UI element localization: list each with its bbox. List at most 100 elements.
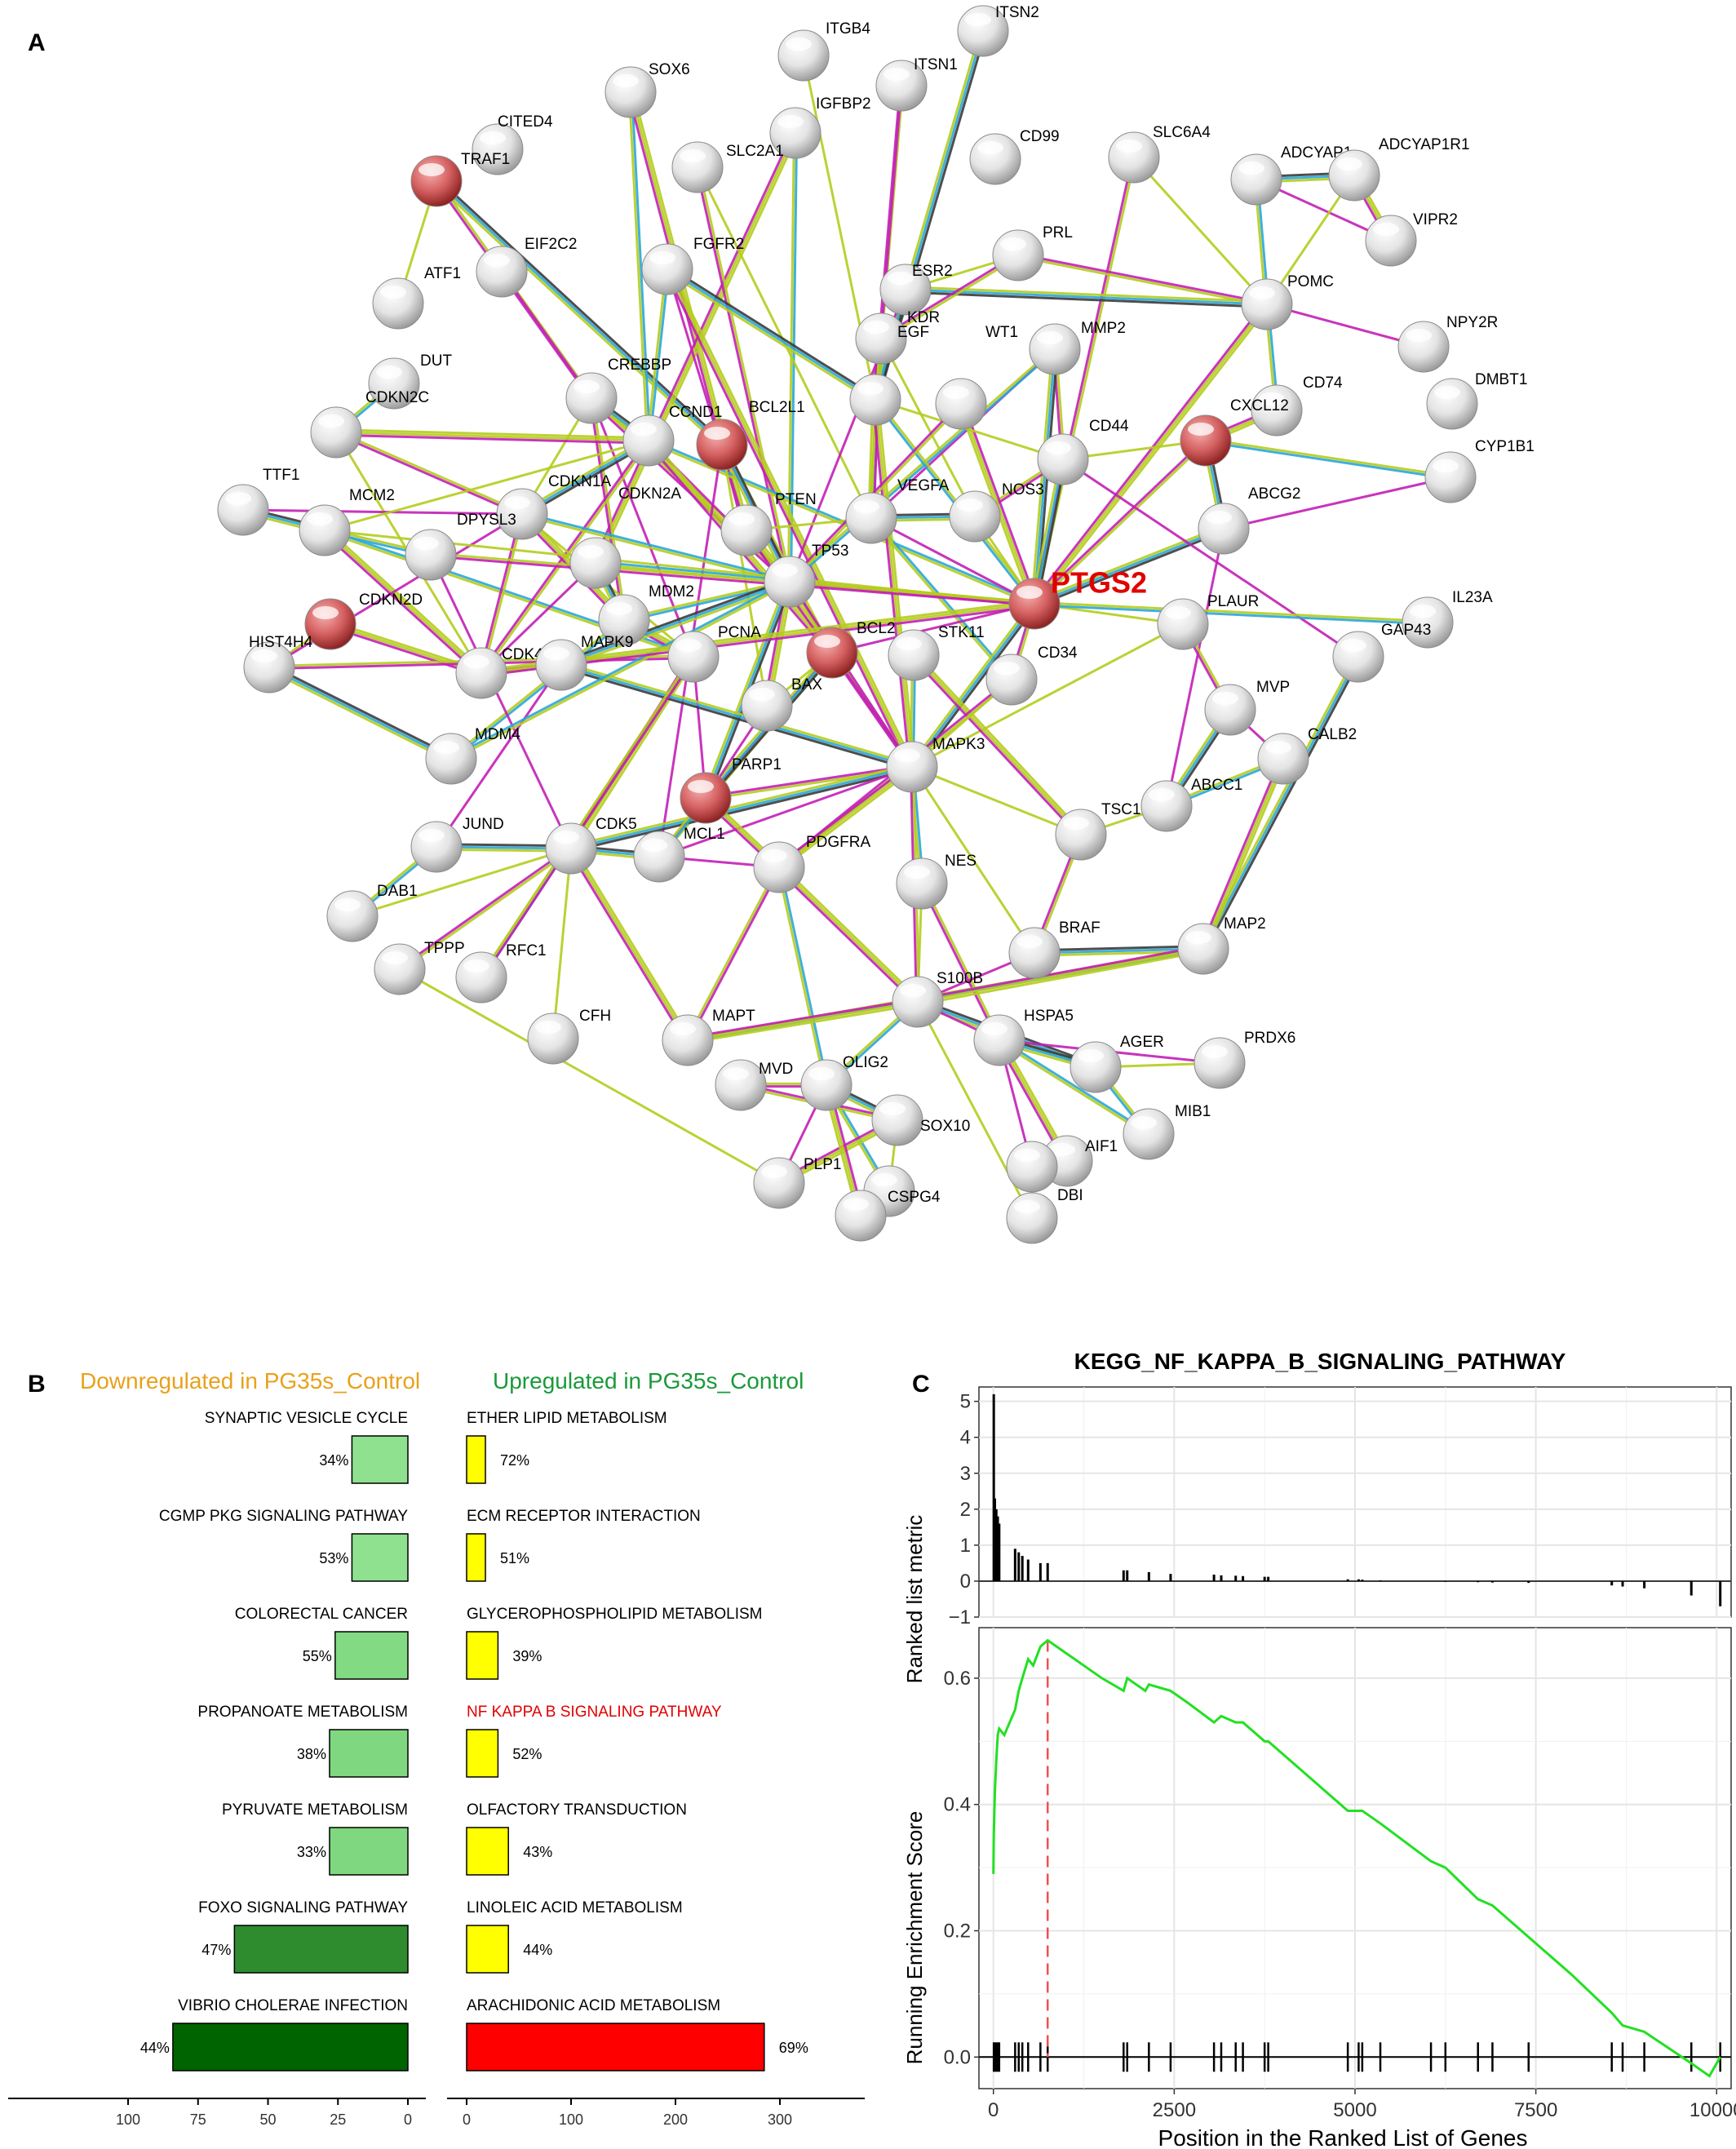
- node-cdkn2d[interactable]: CDKN2D: [304, 592, 423, 650]
- node-prl[interactable]: PRL: [992, 224, 1073, 281]
- node-traf1[interactable]: TRAF1: [410, 151, 510, 207]
- node-atf1[interactable]: ATF1: [372, 265, 461, 330]
- node-mib1[interactable]: MIB1: [1123, 1103, 1211, 1160]
- node-nes[interactable]: NES: [896, 853, 976, 910]
- node-mapt[interactable]: MAPT: [662, 1008, 755, 1066]
- node-bcl2l1[interactable]: BCL2L1: [696, 399, 805, 471]
- node-nos3[interactable]: NOS3: [949, 481, 1044, 543]
- node-hspa5[interactable]: HSPA5: [973, 1008, 1074, 1066]
- down-bar-pct: 55%: [303, 1648, 332, 1664]
- node-cd74[interactable]: CD74: [1251, 374, 1343, 436]
- right-tick-label: 100: [559, 2111, 583, 2128]
- node-map2[interactable]: MAP2: [1177, 915, 1266, 975]
- node-abcg2[interactable]: ABCG2: [1198, 485, 1300, 555]
- edge-HSPA5-MIB1: [998, 1040, 1149, 1137]
- node-pdgfra[interactable]: PDGFRA: [753, 834, 871, 893]
- node-cdk4[interactable]: CDK4: [455, 646, 543, 699]
- node-parp1[interactable]: PARP1: [680, 756, 782, 824]
- node-npy2r[interactable]: NPY2R: [1397, 314, 1498, 373]
- node-fgfr2[interactable]: FGFR2: [641, 236, 744, 295]
- node-eif2c2[interactable]: EIF2C2: [476, 236, 577, 298]
- node-itsn1[interactable]: ITSN1: [875, 56, 958, 112]
- node-vegfa[interactable]: VEGFA: [845, 477, 950, 544]
- node-pomc[interactable]: POMC: [1241, 273, 1334, 330]
- node-wt1[interactable]: WT1: [935, 324, 1018, 430]
- node-pcna[interactable]: PCNA: [667, 624, 761, 683]
- node-dbib[interactable]: [1006, 1192, 1058, 1244]
- node-calb2[interactable]: CALB2: [1257, 726, 1357, 785]
- node-slc6a4[interactable]: SLC6A4: [1108, 124, 1211, 184]
- node-adcyap1[interactable]: ADCYAP1: [1230, 144, 1352, 206]
- node-mapk3[interactable]: MAPK3: [886, 736, 985, 793]
- node-dut[interactable]: DUT: [368, 352, 452, 410]
- node-mvd[interactable]: MVD: [715, 1059, 793, 1111]
- edge-HSPA5-MIB1: [999, 1038, 1150, 1134]
- node-igfbp2[interactable]: IGFBP2: [769, 95, 871, 159]
- node-mvp[interactable]: MVP: [1204, 679, 1290, 736]
- node-rfc1[interactable]: RFC1: [455, 942, 547, 1004]
- node-cdk5[interactable]: CDK5: [545, 816, 637, 875]
- node-dmbt1[interactable]: DMBT1: [1426, 371, 1527, 430]
- node-cd44[interactable]: CD44: [1037, 418, 1129, 485]
- node-cxcl12[interactable]: CXCL12: [1180, 397, 1289, 467]
- node-stk11[interactable]: STK11: [888, 624, 985, 681]
- node-ttf1[interactable]: TTF1: [217, 467, 299, 536]
- node-cited4[interactable]: CITED4: [472, 113, 553, 175]
- node-mapk9[interactable]: MAPK9: [535, 634, 633, 691]
- node-sox10b[interactable]: [835, 1190, 887, 1242]
- node-ager[interactable]: AGER: [1070, 1034, 1164, 1093]
- node-bcl2[interactable]: BCL2: [806, 620, 896, 679]
- node-cyp1b1[interactable]: CYP1B1: [1424, 438, 1534, 503]
- node-cdkn2a[interactable]: CDKN2A: [569, 485, 681, 589]
- node-mdm4[interactable]: MDM4: [425, 726, 520, 785]
- node-il23a[interactable]: IL23A: [1402, 589, 1493, 649]
- node-cdkn1a[interactable]: CDKN1A: [496, 473, 611, 540]
- node-cfh[interactable]: CFH: [527, 1008, 611, 1065]
- node-dab1[interactable]: DAB1: [326, 883, 418, 942]
- down-bar-row: VIBRIO CHOLERAE INFECTION 44%: [140, 1997, 409, 2071]
- node-prdx6[interactable]: PRDX6: [1194, 1030, 1295, 1089]
- node-cd34[interactable]: CD34: [985, 645, 1078, 706]
- node-mdm2[interactable]: MDM2: [598, 583, 694, 646]
- node-dpysl3[interactable]: DPYSL3: [405, 512, 516, 581]
- up-bar-label: ARACHIDONIC ACID METABOLISM: [467, 1997, 720, 2014]
- node-jund[interactable]: JUND: [410, 816, 504, 873]
- node-kdr[interactable]: KDR: [855, 309, 940, 365]
- node-label-s100b: S100B: [937, 970, 983, 987]
- node-sox10[interactable]: SOX10: [871, 1094, 970, 1146]
- node-esr2[interactable]: ESR2: [879, 263, 953, 316]
- node-slc2a1[interactable]: SLC2A1: [671, 141, 784, 193]
- node-pten[interactable]: PTEN: [720, 491, 817, 556]
- node-bax[interactable]: BAX: [741, 676, 822, 732]
- node-mmp2[interactable]: MMP2: [1029, 320, 1126, 375]
- node-plp1[interactable]: PLP1: [753, 1156, 841, 1209]
- node-vipr2[interactable]: VIPR2: [1365, 211, 1458, 267]
- node-egf[interactable]: EGF: [849, 324, 929, 426]
- node-dbi[interactable]: DBI: [1006, 1141, 1083, 1204]
- node-tp53[interactable]: TP53: [764, 543, 848, 608]
- edge-CXCL12-PTGS2: [1032, 438, 1206, 604]
- node-s100b[interactable]: S100B: [892, 970, 983, 1028]
- node-itsn2[interactable]: ITSN2: [957, 4, 1039, 57]
- node-cdkn2c[interactable]: CDKN2C: [310, 389, 429, 459]
- node-sox6[interactable]: SOX6: [604, 61, 690, 118]
- node-tsc1[interactable]: TSC1: [1055, 801, 1141, 861]
- node-label-igfbp2: IGFBP2: [816, 95, 871, 113]
- node-itgb4[interactable]: ITGB4: [777, 20, 870, 82]
- node-mcl1[interactable]: MCL1: [633, 826, 725, 883]
- node-crebbp[interactable]: CREBBP: [565, 357, 671, 424]
- node-label-tp53: TP53: [812, 543, 848, 560]
- node-mcm2[interactable]: MCM2: [299, 487, 395, 556]
- node-abcc1[interactable]: ABCC1: [1140, 777, 1242, 832]
- node-tppp[interactable]: TPPP: [374, 940, 465, 995]
- node-cd99[interactable]: CD99: [969, 128, 1060, 185]
- node-gap43[interactable]: GAP43: [1332, 622, 1431, 683]
- node-braf[interactable]: BRAF: [1008, 919, 1100, 979]
- node-ccnd1[interactable]: CCND1: [622, 404, 722, 467]
- node-olig2[interactable]: OLIG2: [800, 1054, 888, 1111]
- node-plaur[interactable]: PLAUR: [1157, 593, 1259, 650]
- node-adcyap1r1[interactable]: ADCYAP1R1: [1328, 136, 1470, 202]
- node-ptgs2[interactable]: PTGS2: [1008, 565, 1147, 630]
- edge-S100B-MAPT: [687, 1000, 919, 1042]
- node-hist4h4[interactable]: HIST4H4: [243, 634, 313, 693]
